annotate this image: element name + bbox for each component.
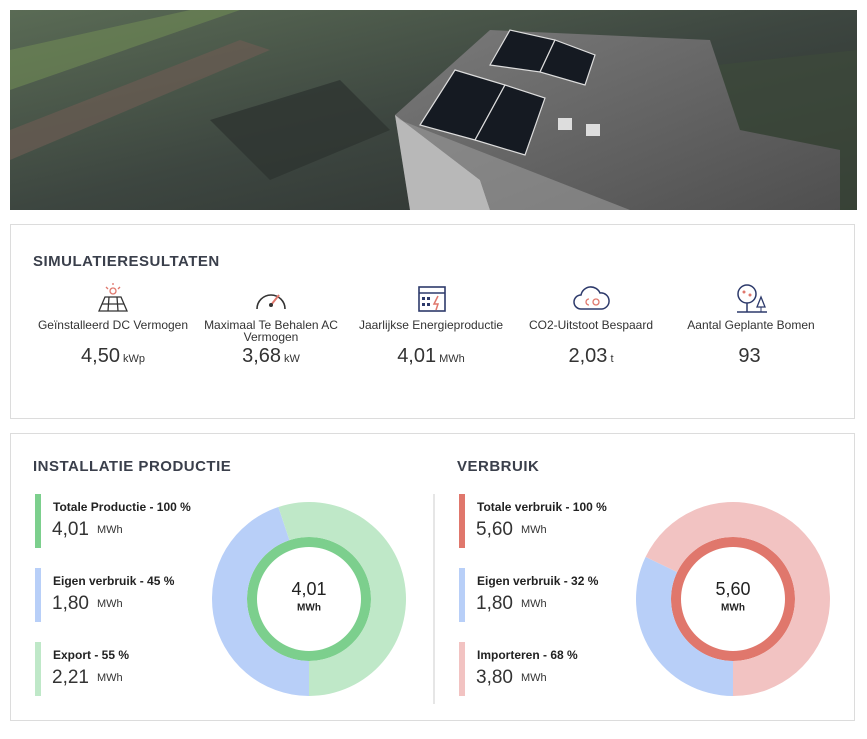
unit: MWh <box>97 672 123 684</box>
center-value: 4,01 <box>291 579 326 599</box>
center-value: 5,60 <box>715 579 750 599</box>
value: 2,21 <box>52 667 89 688</box>
legend-value: 3,80 MWh <box>476 667 547 688</box>
metric-value: 3,68 kW <box>191 345 351 368</box>
calendar-icon <box>418 286 446 312</box>
legend-label: Importeren - 68 % <box>477 648 578 662</box>
unit: MWh <box>521 672 547 684</box>
legend-bar <box>459 494 465 548</box>
summary-title: SIMULATIERESULTATEN <box>33 253 220 270</box>
unit: kW <box>284 353 300 365</box>
metric: Maximaal Te Behalen AC Vermogen 3,68 kW <box>191 281 351 368</box>
metric: Jaarlijkse Energieproductie 4,01 MWh <box>351 281 511 368</box>
legend-value: 5,60 MWh <box>476 519 547 540</box>
inner-ring <box>246 537 371 661</box>
summary-card: SIMULATIERESULTATEN Geïnstalleerd DC Ver… <box>10 224 855 419</box>
value: 1,80 <box>52 593 89 614</box>
section-title: INSTALLATIE PRODUCTIE <box>33 458 231 475</box>
solar-icon <box>98 283 128 312</box>
value: 1,80 <box>476 593 513 614</box>
charts: INSTALLATIE PRODUCTIE Totale Productie - … <box>33 458 830 704</box>
legend-bar <box>35 568 41 622</box>
center-unit: MWh <box>721 603 745 614</box>
legend-label: Eigen verbruik - 32 % <box>477 574 599 588</box>
metric-value: 4,50 kWp <box>33 345 193 368</box>
unit: kWp <box>122 353 145 365</box>
donut-segment <box>278 501 407 696</box>
metric-value: 2,03 t <box>511 345 671 368</box>
inner-ring <box>670 537 795 661</box>
value: 5,60 <box>476 519 513 540</box>
value: 4,01 <box>397 345 437 367</box>
metric: Aantal Geplante Bomen 93 <box>671 281 831 368</box>
legend-label: Eigen verbruik - 45 % <box>53 574 175 588</box>
donut-segment <box>212 506 309 696</box>
metric-label: Aantal Geplante Bomen <box>687 318 815 332</box>
legend-bar <box>35 494 41 548</box>
unit: MWh <box>521 598 547 610</box>
legend-bar <box>459 568 465 622</box>
unit: MWh <box>97 524 123 536</box>
metric: Geïnstalleerd DC Vermogen 4,50 kWp <box>33 281 193 368</box>
metric-label: Maximaal Te Behalen AC Vermogen <box>204 318 338 344</box>
gauge-icon <box>256 294 286 310</box>
value: 4,01 <box>52 519 89 540</box>
cloud-icon <box>573 286 610 310</box>
metric-label: Geïnstalleerd DC Vermogen <box>37 318 189 332</box>
unit: MWh <box>521 524 547 536</box>
metric: CO2-Uitstoot Bespaard 2,03 t <box>511 281 671 368</box>
aerial-photo <box>10 10 857 210</box>
legend-value: 4,01 MWh <box>52 519 123 540</box>
metric-value: 93 <box>671 345 831 368</box>
section-title: VERBRUIK <box>457 458 539 475</box>
metric-label: CO2-Uitstoot Bespaard <box>528 318 654 332</box>
donut-segment <box>645 501 830 696</box>
unit: MWh <box>97 598 123 610</box>
center-unit: MWh <box>297 603 321 614</box>
value: 2,03 <box>568 345 608 367</box>
legend-bar <box>35 642 41 696</box>
value: 4,50 <box>81 345 120 367</box>
legend-label: Totale Productie - 100 % <box>53 500 191 514</box>
unit: MWh <box>439 353 465 365</box>
legend-value: 1,80 MWh <box>52 593 123 614</box>
donut-segment <box>636 556 733 696</box>
metric-label: Jaarlijkse Energieproductie <box>358 318 504 332</box>
metric-value: 4,01 MWh <box>351 345 511 368</box>
legend-label: Totale verbruik - 100 % <box>477 500 607 514</box>
unit: t <box>610 353 614 365</box>
legend-value: 2,21 MWh <box>52 667 123 688</box>
legend-bar <box>459 642 465 696</box>
value: 3,68 <box>242 345 282 367</box>
tree-icon <box>737 284 767 313</box>
legend-label: Export - 55 % <box>53 648 129 662</box>
value: 93 <box>738 345 761 367</box>
legend-value: 1,80 MWh <box>476 593 547 614</box>
value: 3,80 <box>476 667 513 688</box>
charts-card: INSTALLATIE PRODUCTIE Totale Productie - … <box>10 433 855 721</box>
